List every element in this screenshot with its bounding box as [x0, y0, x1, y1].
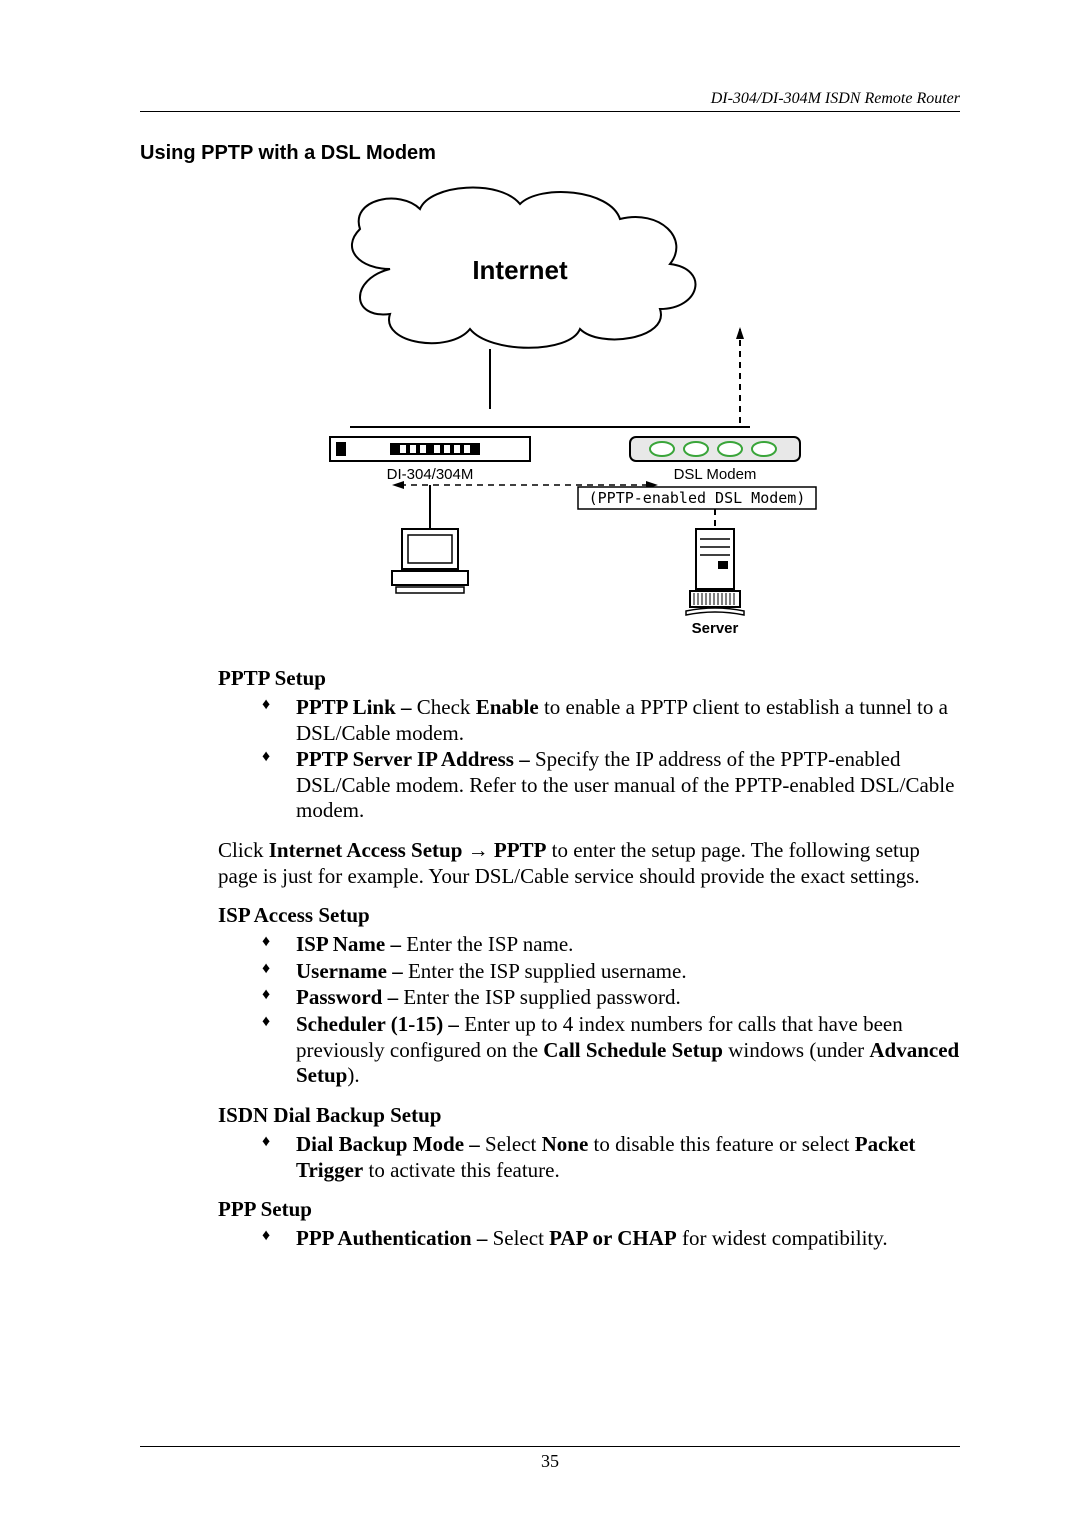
header-rule [140, 111, 960, 112]
doc-header: DI-304/DI-304M ISDN Remote Router [140, 90, 960, 108]
isdn-setup-heading: ISDN Dial Backup Setup [218, 1103, 960, 1128]
isp-setup-heading: ISP Access Setup [218, 903, 960, 928]
pc-icon [392, 529, 468, 593]
pptp-setup-heading: PPTP Setup [218, 666, 960, 691]
server-icon [686, 529, 744, 615]
list-item: Password – Enter the ISP supplied passwo… [262, 985, 960, 1011]
router-icon [330, 437, 530, 461]
list-item: PPTP Server IP Address – Specify the IP … [262, 747, 960, 824]
list-item: ISP Name – Enter the ISP name. [262, 932, 960, 958]
cloud-label: Internet [472, 255, 568, 285]
dsl-modem-icon [630, 437, 800, 461]
list-item: PPTP Link – Check Enable to enable a PPT… [262, 695, 960, 746]
modem-label: DSL Modem [674, 466, 757, 483]
list-item: Dial Backup Mode – Select None to disabl… [262, 1132, 960, 1183]
list-item: PPP Authentication – Select PAP or CHAP … [262, 1226, 960, 1252]
network-diagram: Internet DI-304/304M [140, 179, 960, 644]
isp-setup-list: ISP Name – Enter the ISP name. Username … [218, 932, 960, 1089]
pptp-paragraph: Click Internet Access Setup → PPTP to en… [218, 838, 960, 889]
server-label: Server [692, 620, 739, 637]
ppp-setup-heading: PPP Setup [218, 1197, 960, 1222]
footer-rule [140, 1446, 960, 1447]
isdn-setup-list: Dial Backup Mode – Select None to disabl… [218, 1132, 960, 1183]
modem-note: (PPTP-enabled DSL Modem) [589, 489, 806, 507]
router-label: DI-304/304M [387, 466, 474, 483]
ppp-setup-list: PPP Authentication – Select PAP or CHAP … [218, 1226, 960, 1252]
page-number: 35 [140, 1451, 960, 1472]
pptp-setup-list: PPTP Link – Check Enable to enable a PPT… [218, 695, 960, 824]
list-item: Username – Enter the ISP supplied userna… [262, 959, 960, 985]
list-item: Scheduler (1-15) – Enter up to 4 index n… [262, 1012, 960, 1089]
section-heading: Using PPTP with a DSL Modem [140, 142, 960, 165]
cloud-icon: Internet [352, 188, 696, 348]
